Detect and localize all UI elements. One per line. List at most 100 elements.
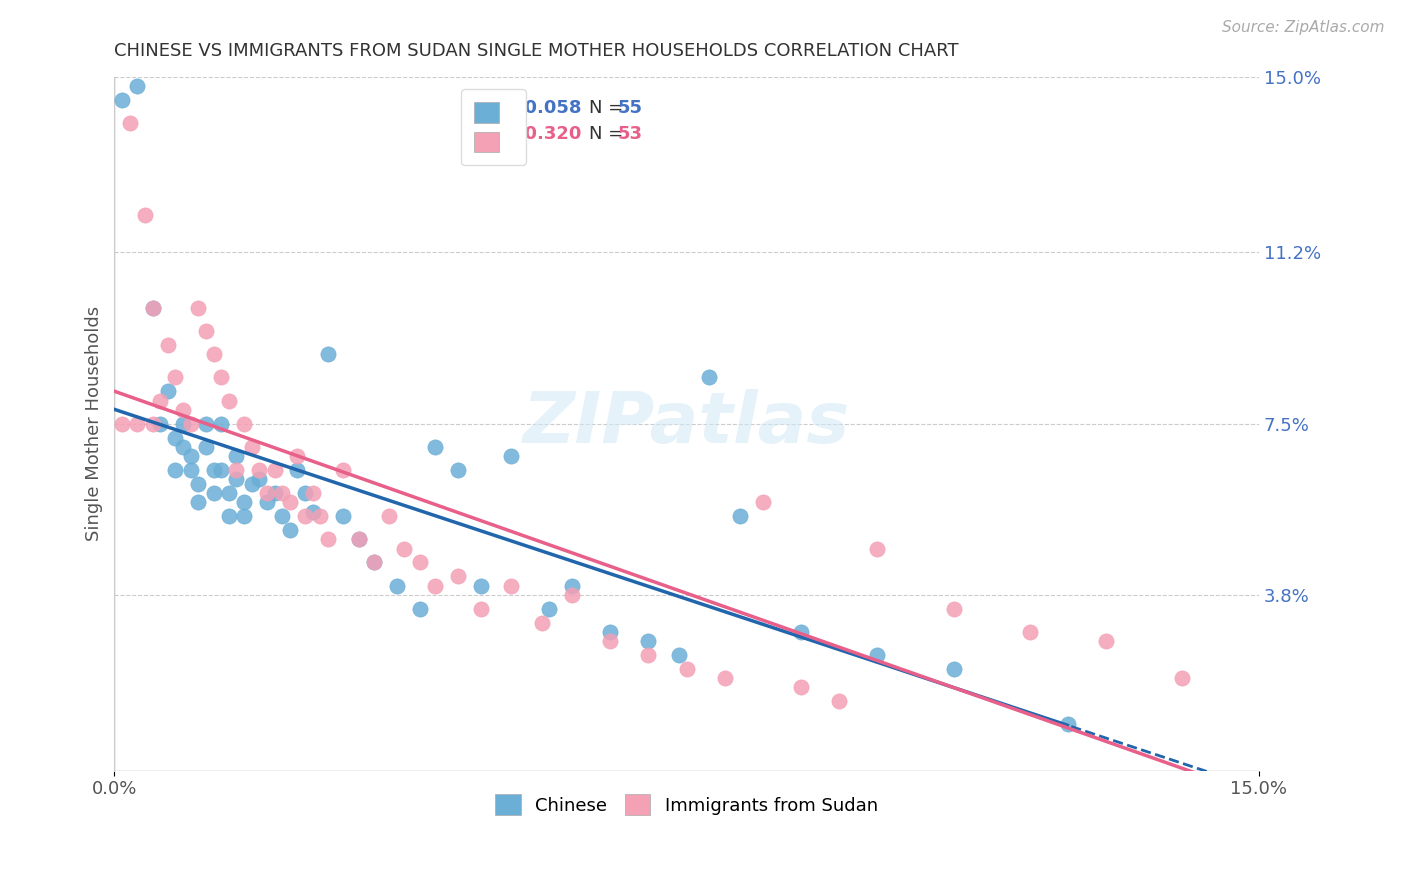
Text: 53: 53	[617, 125, 643, 144]
Point	[278, 523, 301, 537]
Point	[363, 556, 385, 570]
Point	[637, 648, 659, 662]
Point	[309, 509, 332, 524]
Point	[470, 579, 492, 593]
Point	[225, 463, 247, 477]
Point	[271, 486, 294, 500]
Point	[172, 402, 194, 417]
Point	[470, 601, 492, 615]
Point	[149, 393, 172, 408]
Legend: Chinese, Immigrants from Sudan: Chinese, Immigrants from Sudan	[486, 785, 887, 824]
Point	[233, 495, 256, 509]
Point	[790, 681, 813, 695]
Point	[172, 440, 194, 454]
Text: N =: N =	[589, 125, 630, 144]
Point	[301, 504, 323, 518]
Point	[752, 495, 775, 509]
Point	[172, 417, 194, 431]
Point	[538, 601, 561, 615]
Point	[316, 347, 339, 361]
Point	[142, 301, 165, 315]
Point	[332, 463, 354, 477]
Point	[278, 495, 301, 509]
Point	[408, 556, 430, 570]
Point	[218, 509, 240, 524]
Point	[447, 463, 470, 477]
Text: -0.320: -0.320	[517, 125, 582, 144]
Point	[209, 370, 232, 384]
Point	[240, 440, 263, 454]
Point	[447, 569, 470, 583]
Point	[332, 509, 354, 524]
Point	[271, 509, 294, 524]
Point	[194, 440, 217, 454]
Point	[699, 370, 721, 384]
Text: R =: R =	[486, 125, 526, 144]
Point	[828, 694, 851, 708]
Point	[942, 662, 965, 676]
Point	[240, 476, 263, 491]
Point	[247, 463, 270, 477]
Point	[530, 615, 553, 630]
Point	[675, 662, 697, 676]
Point	[301, 486, 323, 500]
Point	[156, 338, 179, 352]
Text: 55: 55	[617, 100, 643, 118]
Point	[165, 370, 187, 384]
Point	[561, 579, 583, 593]
Point	[728, 509, 751, 524]
Point	[134, 208, 156, 222]
Point	[263, 463, 285, 477]
Point	[156, 384, 179, 399]
Point	[218, 393, 240, 408]
Point	[1018, 624, 1040, 639]
Point	[127, 78, 149, 93]
Point	[942, 601, 965, 615]
Point	[378, 509, 401, 524]
Point	[287, 463, 309, 477]
Point	[202, 463, 225, 477]
Point	[111, 417, 134, 431]
Point	[866, 541, 889, 556]
Point	[225, 472, 247, 486]
Point	[1095, 634, 1118, 648]
Point	[408, 601, 430, 615]
Text: Source: ZipAtlas.com: Source: ZipAtlas.com	[1222, 20, 1385, 35]
Point	[149, 417, 172, 431]
Point	[423, 440, 446, 454]
Point	[287, 449, 309, 463]
Point	[263, 486, 285, 500]
Point	[347, 533, 370, 547]
Text: N =: N =	[589, 100, 630, 118]
Point	[233, 509, 256, 524]
Point	[202, 486, 225, 500]
Point	[142, 301, 165, 315]
Point	[1171, 671, 1194, 685]
Point	[294, 509, 316, 524]
Text: -0.058: -0.058	[517, 100, 582, 118]
Point	[599, 634, 621, 648]
Point	[866, 648, 889, 662]
Point	[316, 533, 339, 547]
Point	[501, 449, 523, 463]
Point	[142, 417, 165, 431]
Point	[247, 472, 270, 486]
Point	[187, 476, 209, 491]
Point	[180, 449, 202, 463]
Text: ZIPatlas: ZIPatlas	[523, 389, 851, 458]
Point	[294, 486, 316, 500]
Text: R =: R =	[486, 100, 526, 118]
Y-axis label: Single Mother Households: Single Mother Households	[86, 306, 103, 541]
Point	[165, 463, 187, 477]
Point	[111, 93, 134, 107]
Point	[256, 486, 278, 500]
Point	[209, 463, 232, 477]
Point	[713, 671, 735, 685]
Point	[209, 417, 232, 431]
Point	[127, 417, 149, 431]
Point	[347, 533, 370, 547]
Text: CHINESE VS IMMIGRANTS FROM SUDAN SINGLE MOTHER HOUSEHOLDS CORRELATION CHART: CHINESE VS IMMIGRANTS FROM SUDAN SINGLE …	[114, 42, 959, 60]
Point	[385, 579, 408, 593]
Point	[180, 463, 202, 477]
Point	[225, 449, 247, 463]
